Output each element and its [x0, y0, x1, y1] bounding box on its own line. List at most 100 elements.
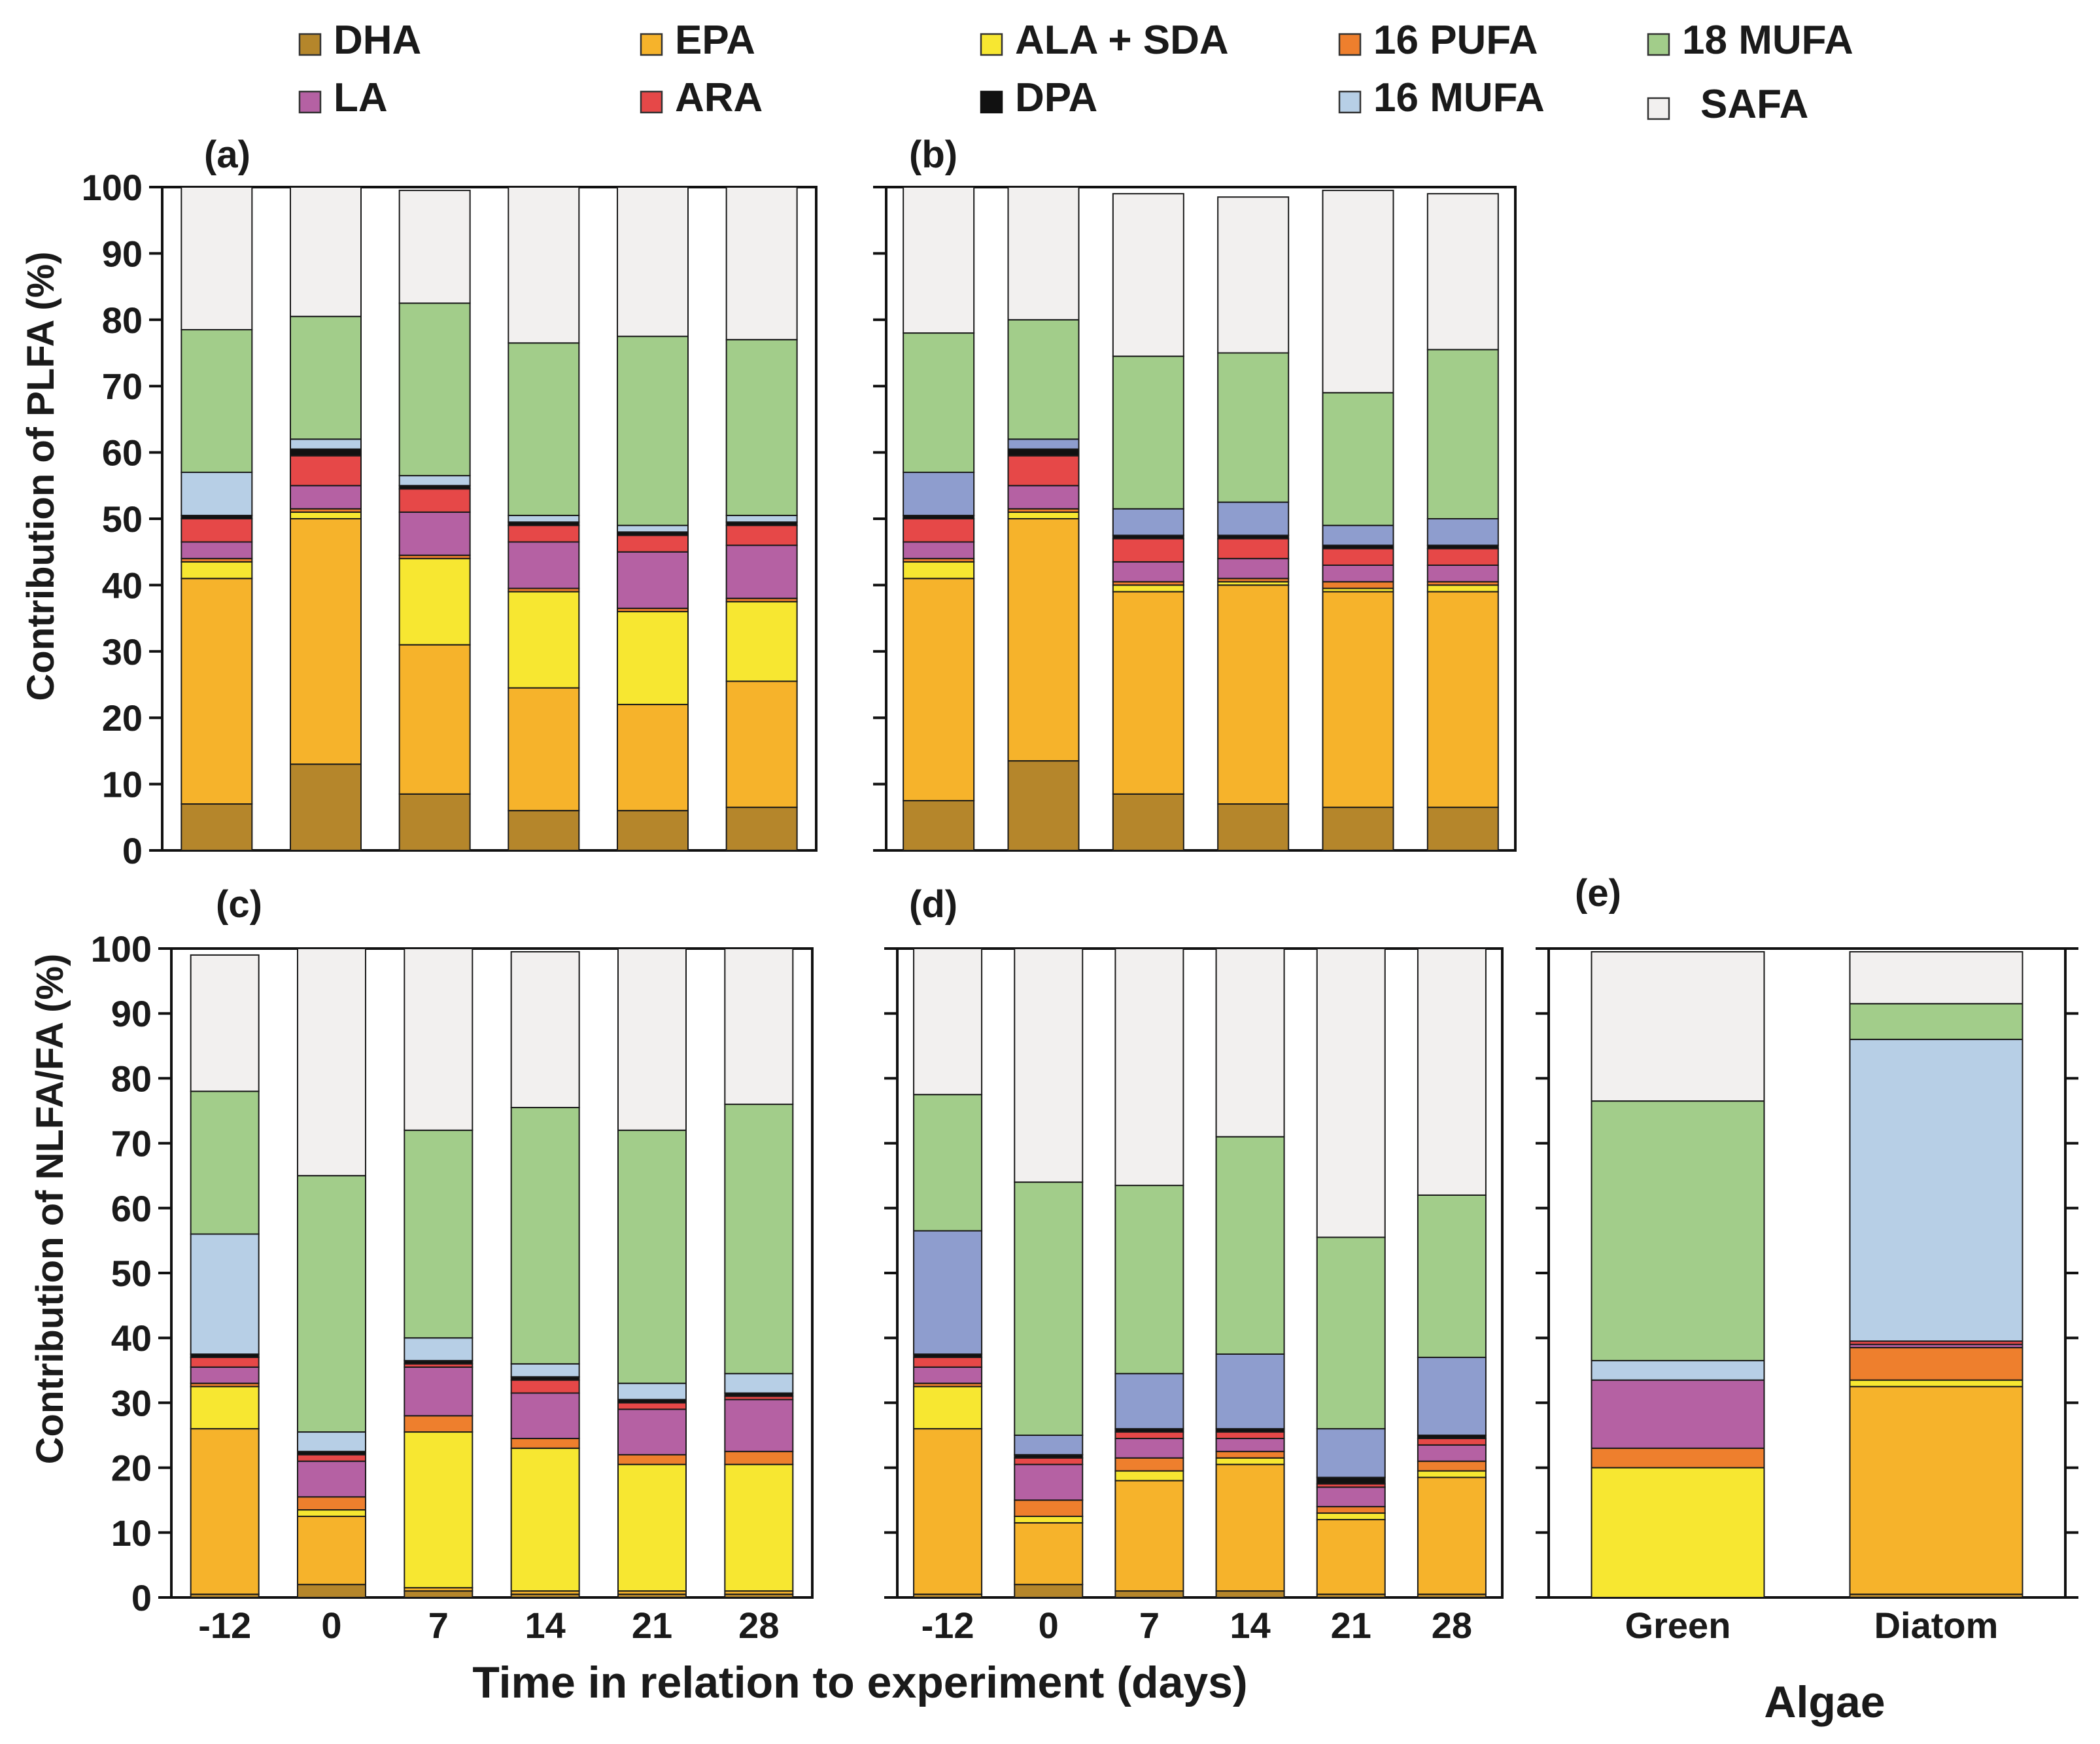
legend-swatch-safa: [1647, 97, 1670, 120]
segment-mufa18: [1215, 1136, 1285, 1355]
segment-epa: [725, 680, 798, 809]
segment-safa: [903, 186, 975, 334]
segment-safa: [181, 186, 253, 331]
segment-safa: [1322, 190, 1394, 394]
segment-la: [181, 541, 253, 559]
segment-mufa16: [297, 1431, 366, 1452]
segment-la: [1316, 1486, 1386, 1508]
segment-alasda: [1426, 584, 1499, 593]
segment-safa: [190, 954, 260, 1092]
segment-mufa16: [1417, 1356, 1487, 1436]
segment-alasda: [1014, 1516, 1084, 1524]
segment-mufa18: [1849, 1003, 2023, 1040]
plot-frame: [885, 186, 1517, 852]
segment-alasda: [290, 511, 362, 519]
bar--12: [181, 186, 253, 852]
y-tick-label: 20: [111, 1448, 152, 1489]
segment-mufa18: [725, 339, 798, 516]
segment-mufa18: [404, 1129, 473, 1339]
y-tick-label: 70: [111, 1123, 152, 1164]
segment-epa: [190, 1428, 260, 1596]
panel-label: (d): [909, 883, 957, 926]
segment-ara: [297, 1454, 366, 1462]
segment-safa: [1014, 948, 1084, 1183]
bar-Green: [1591, 950, 1765, 1599]
segment-la: [398, 511, 471, 556]
segment-ara: [398, 488, 471, 513]
segment-safa: [617, 948, 687, 1131]
segment-mufa18: [1112, 355, 1184, 510]
bar-7: [404, 948, 473, 1599]
segment-epa: [913, 1428, 983, 1596]
segment-epa: [1007, 518, 1080, 762]
segment-alasda: [1316, 1512, 1386, 1520]
segment-dha: [617, 810, 689, 852]
segment-mufa18: [1014, 1181, 1084, 1436]
segment-la: [404, 1366, 473, 1417]
segment-ara: [1112, 538, 1184, 563]
segment-pufa16: [1849, 1347, 2023, 1381]
legend-label-la: LA: [334, 75, 388, 120]
segment-dpa: [1316, 1476, 1386, 1485]
segment-alasda: [617, 1463, 687, 1592]
y-tick-label: 50: [111, 1253, 152, 1294]
legend-swatch-pufa16: [1338, 33, 1362, 56]
x-axis-title-algae: Algae: [1764, 1677, 1885, 1727]
bar-21: [1322, 190, 1394, 851]
y-tick-label: 60: [111, 1188, 152, 1229]
segment-ara: [617, 1402, 687, 1410]
y-tick-label: 100: [82, 167, 143, 208]
legend-label-dpa: DPA: [1015, 75, 1097, 120]
segment-mufa16: [1217, 501, 1290, 536]
segment-ara: [725, 525, 798, 546]
segment-safa: [508, 186, 580, 344]
segment-la: [1417, 1444, 1487, 1462]
bar-28: [725, 186, 798, 851]
bar-0: [1014, 948, 1084, 1598]
segment-alasda: [181, 561, 253, 580]
segment-mufa18: [398, 302, 471, 477]
segment-dha: [1114, 1590, 1184, 1599]
segment-ara: [181, 518, 253, 543]
y-tick-label: 10: [111, 1512, 152, 1554]
segment-mufa16: [508, 514, 580, 523]
segment-alasda: [913, 1386, 983, 1430]
segment-mufa16: [617, 1382, 687, 1401]
plot-frame: [896, 947, 1504, 1599]
y-tick-label: 40: [111, 1317, 152, 1359]
segment-alasda: [903, 561, 975, 580]
bar--12: [190, 954, 260, 1599]
segment-la: [1322, 564, 1394, 583]
segment-mufa18: [1417, 1194, 1487, 1358]
segment-alasda: [725, 601, 798, 682]
segment-mufa16: [1112, 508, 1184, 536]
segment-safa: [1215, 948, 1285, 1138]
segment-safa: [1114, 948, 1184, 1187]
segment-dha: [1007, 760, 1080, 851]
segment-alasda: [724, 1463, 794, 1592]
legend-swatch-mufa18: [1647, 33, 1670, 56]
segment-pufa16: [1417, 1460, 1487, 1472]
segment-dha: [1112, 793, 1184, 852]
plot-frame: [170, 947, 814, 1599]
bar-Diatom: [1849, 950, 2023, 1599]
segment-la: [508, 541, 580, 589]
segment-la: [1114, 1437, 1184, 1459]
segment-safa: [297, 948, 366, 1177]
segment-dha: [1215, 1590, 1285, 1599]
segment-safa: [1217, 196, 1290, 354]
segment-alasda: [297, 1509, 366, 1518]
y-tick-label: 80: [102, 300, 143, 341]
segment-safa: [724, 948, 794, 1106]
segment-epa: [1217, 584, 1290, 805]
legend-swatch-ara: [640, 90, 663, 114]
y-tick-label: 60: [102, 432, 143, 474]
segment-dha: [1426, 807, 1499, 851]
bar-21: [617, 948, 687, 1599]
y-tick-label: 90: [111, 993, 152, 1034]
segment-pufa16: [617, 1454, 687, 1465]
segment-safa: [1112, 193, 1184, 357]
panel-e: (e) Green Diatom: [1536, 872, 2078, 1646]
segment-safa: [1591, 950, 1765, 1102]
